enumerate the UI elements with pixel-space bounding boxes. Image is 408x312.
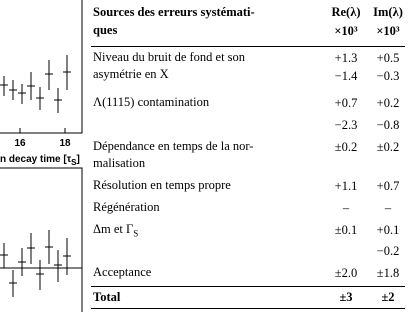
im-value: +0.1	[376, 223, 400, 237]
im-value: ±0.2	[376, 140, 400, 154]
source-label: Résolution en temps propre	[93, 178, 231, 192]
re-value: ±0.2	[334, 140, 358, 154]
header-im: ×10³	[376, 24, 400, 38]
header-source: Sources des erreurs systémati-	[93, 5, 255, 19]
im-value: +0.2	[376, 96, 400, 110]
x-label-end: ]	[77, 154, 80, 165]
total-label: Total	[93, 290, 121, 304]
im-value: –	[384, 201, 392, 215]
im-value: +0.7	[376, 179, 400, 193]
header-re: Re(λ)	[331, 5, 361, 19]
header-source: ques	[93, 23, 118, 37]
rule	[91, 308, 405, 309]
source-label: Λ(1115) contamination	[93, 95, 210, 109]
re-value: −1.4	[334, 69, 358, 83]
source-label: Dépendance en temps de la nor-	[93, 139, 254, 153]
x-tick-label: 16	[14, 138, 26, 149]
header-im: Im(λ)	[373, 5, 403, 19]
re-value: +0.7	[334, 96, 358, 110]
re-value: –	[342, 201, 350, 215]
source-sub: S	[133, 228, 139, 239]
re-value: −2.3	[334, 118, 358, 132]
re-value: +1.3	[334, 51, 358, 65]
source-label: Régénération	[93, 200, 160, 214]
rule	[91, 46, 405, 47]
re-value: ±2.0	[334, 266, 358, 280]
re-value: +1.1	[334, 179, 358, 193]
im-value: +0.5	[376, 51, 400, 65]
im-value: −0.2	[376, 244, 400, 258]
source-label: Niveau du bruit de fond et son	[93, 50, 246, 64]
plot-frames	[0, 0, 83, 312]
im-value: −0.8	[376, 118, 400, 132]
header-re: ×10³	[334, 24, 358, 38]
x-label-text: n decay time [τ	[0, 154, 72, 165]
source-label: Δm et ΓS	[93, 222, 139, 239]
error-bars	[0, 55, 82, 297]
total-re: ±3	[339, 290, 353, 304]
rule	[91, 286, 405, 287]
im-value: −0.3	[376, 69, 400, 83]
total-im: ±2	[381, 290, 395, 304]
im-value: ±1.8	[376, 266, 400, 280]
figure-fragment: 16 18 n decay time [τS]	[0, 0, 83, 312]
source-label: malisation	[93, 156, 146, 170]
source-label: Acceptance	[93, 265, 152, 279]
x-axis-label: n decay time [τS]	[0, 154, 80, 167]
x-tick-label: 18	[59, 138, 71, 149]
re-value: ±0.1	[334, 223, 358, 237]
source-label: asymétrie en X	[93, 67, 169, 81]
x-label-sub: S	[71, 158, 77, 167]
